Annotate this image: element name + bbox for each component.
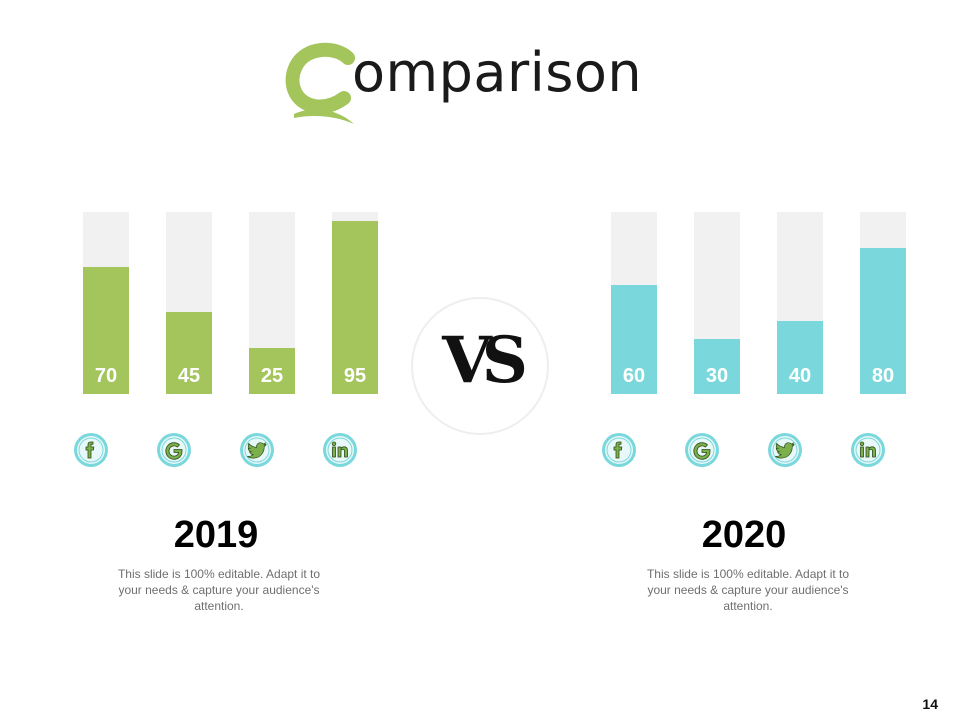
bar-google: 45: [166, 312, 212, 394]
bar-twitter: 25: [249, 348, 295, 394]
bar-chart-2019: 70 45 25 95: [83, 212, 383, 394]
year-2019: 2019: [173, 514, 259, 556]
bar-value-label: 40: [788, 365, 812, 387]
bar-linkedin: 95: [332, 221, 378, 394]
bar-value-label: 45: [177, 365, 201, 387]
bar-value-label: 25: [260, 365, 284, 387]
title-logo-letter: [285, 42, 355, 124]
bar-facebook: 60: [611, 285, 657, 394]
google-icon: [684, 432, 720, 468]
bar-track-twitter: 40: [777, 212, 823, 394]
bar-track-google: 30: [694, 212, 740, 394]
bar-track-linkedin: 80: [860, 212, 906, 394]
linkedin-icon: [850, 432, 886, 468]
twitter-icon: [767, 432, 803, 468]
bar-value-label: 60: [622, 365, 646, 387]
vs-badge: VS: [411, 297, 549, 435]
bar-track-facebook: 60: [611, 212, 657, 394]
twitter-icon: [239, 432, 275, 468]
page-title: omparison: [0, 40, 960, 130]
linkedin-icon: [322, 432, 358, 468]
bar-twitter: 40: [777, 321, 823, 394]
bar-google: 30: [694, 339, 740, 394]
description-2019: This slide is 100% editable. Adapt it to…: [117, 567, 321, 613]
bar-value-label: 30: [705, 365, 729, 387]
year-2020: 2020: [701, 514, 787, 556]
bar-value-label: 70: [94, 365, 118, 387]
bar-track-twitter: 25: [249, 212, 295, 394]
google-icon: [156, 432, 192, 468]
vs-label: VS: [442, 323, 528, 398]
bar-value-label: 95: [343, 365, 367, 387]
bar-chart-2020: 60 30 40 80: [611, 212, 911, 394]
page-number: 14: [922, 696, 938, 712]
facebook-icon: [73, 432, 109, 468]
bar-linkedin: 80: [860, 248, 906, 394]
bar-value-label: 80: [871, 365, 895, 387]
bar-track-linkedin: 95: [332, 212, 378, 394]
facebook-icon: [601, 432, 637, 468]
bar-track-google: 45: [166, 212, 212, 394]
page-title-text: omparison: [352, 41, 643, 104]
bar-facebook: 70: [83, 267, 129, 394]
bar-track-facebook: 70: [83, 212, 129, 394]
description-2020: This slide is 100% editable. Adapt it to…: [646, 567, 850, 613]
